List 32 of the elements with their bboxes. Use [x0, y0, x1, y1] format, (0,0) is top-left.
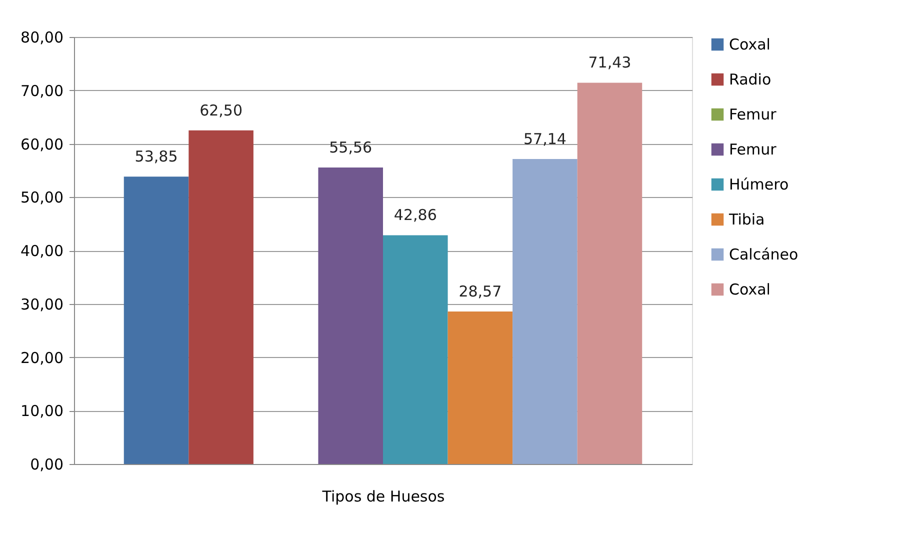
- legend-label: Calcáneo: [729, 246, 798, 264]
- bar: [188, 130, 254, 464]
- y-tick-label: 40,00: [20, 242, 64, 260]
- bar: [124, 176, 189, 464]
- legend-label: Tibia: [728, 210, 765, 228]
- legend-label: Coxal: [729, 36, 770, 54]
- legend-label: Radio: [729, 70, 772, 88]
- y-tick-label: 30,00: [20, 295, 64, 314]
- y-tick-label: 10,00: [20, 402, 64, 420]
- data-label: 71,43: [588, 54, 632, 72]
- y-tick-label: 50,00: [20, 188, 64, 207]
- y-tick-label: 20,00: [20, 348, 64, 367]
- data-label: 55,56: [329, 138, 372, 156]
- data-label: 53,85: [134, 148, 178, 166]
- y-tick-label: 70,00: [20, 82, 64, 100]
- bar: [383, 235, 448, 464]
- data-label: 57,14: [523, 130, 566, 148]
- data-label: 28,57: [458, 282, 502, 301]
- x-axis-title: Tipos de Huesos: [321, 488, 445, 506]
- bar: [577, 82, 642, 464]
- legend-label: Femur: [729, 106, 778, 124]
- bar: [318, 167, 383, 464]
- y-tick-label: 0,00: [30, 456, 64, 474]
- data-label: 62,50: [200, 101, 243, 120]
- legend-label: Húmero: [729, 176, 789, 194]
- y-tick-label: 60,00: [20, 135, 64, 154]
- data-label: 42,86: [394, 206, 437, 224]
- legend-label: Coxal: [729, 280, 770, 298]
- legend-label: Femur: [729, 140, 778, 158]
- bar: [512, 159, 578, 464]
- bar: [448, 312, 513, 464]
- y-tick-label: 80,00: [20, 28, 64, 46]
